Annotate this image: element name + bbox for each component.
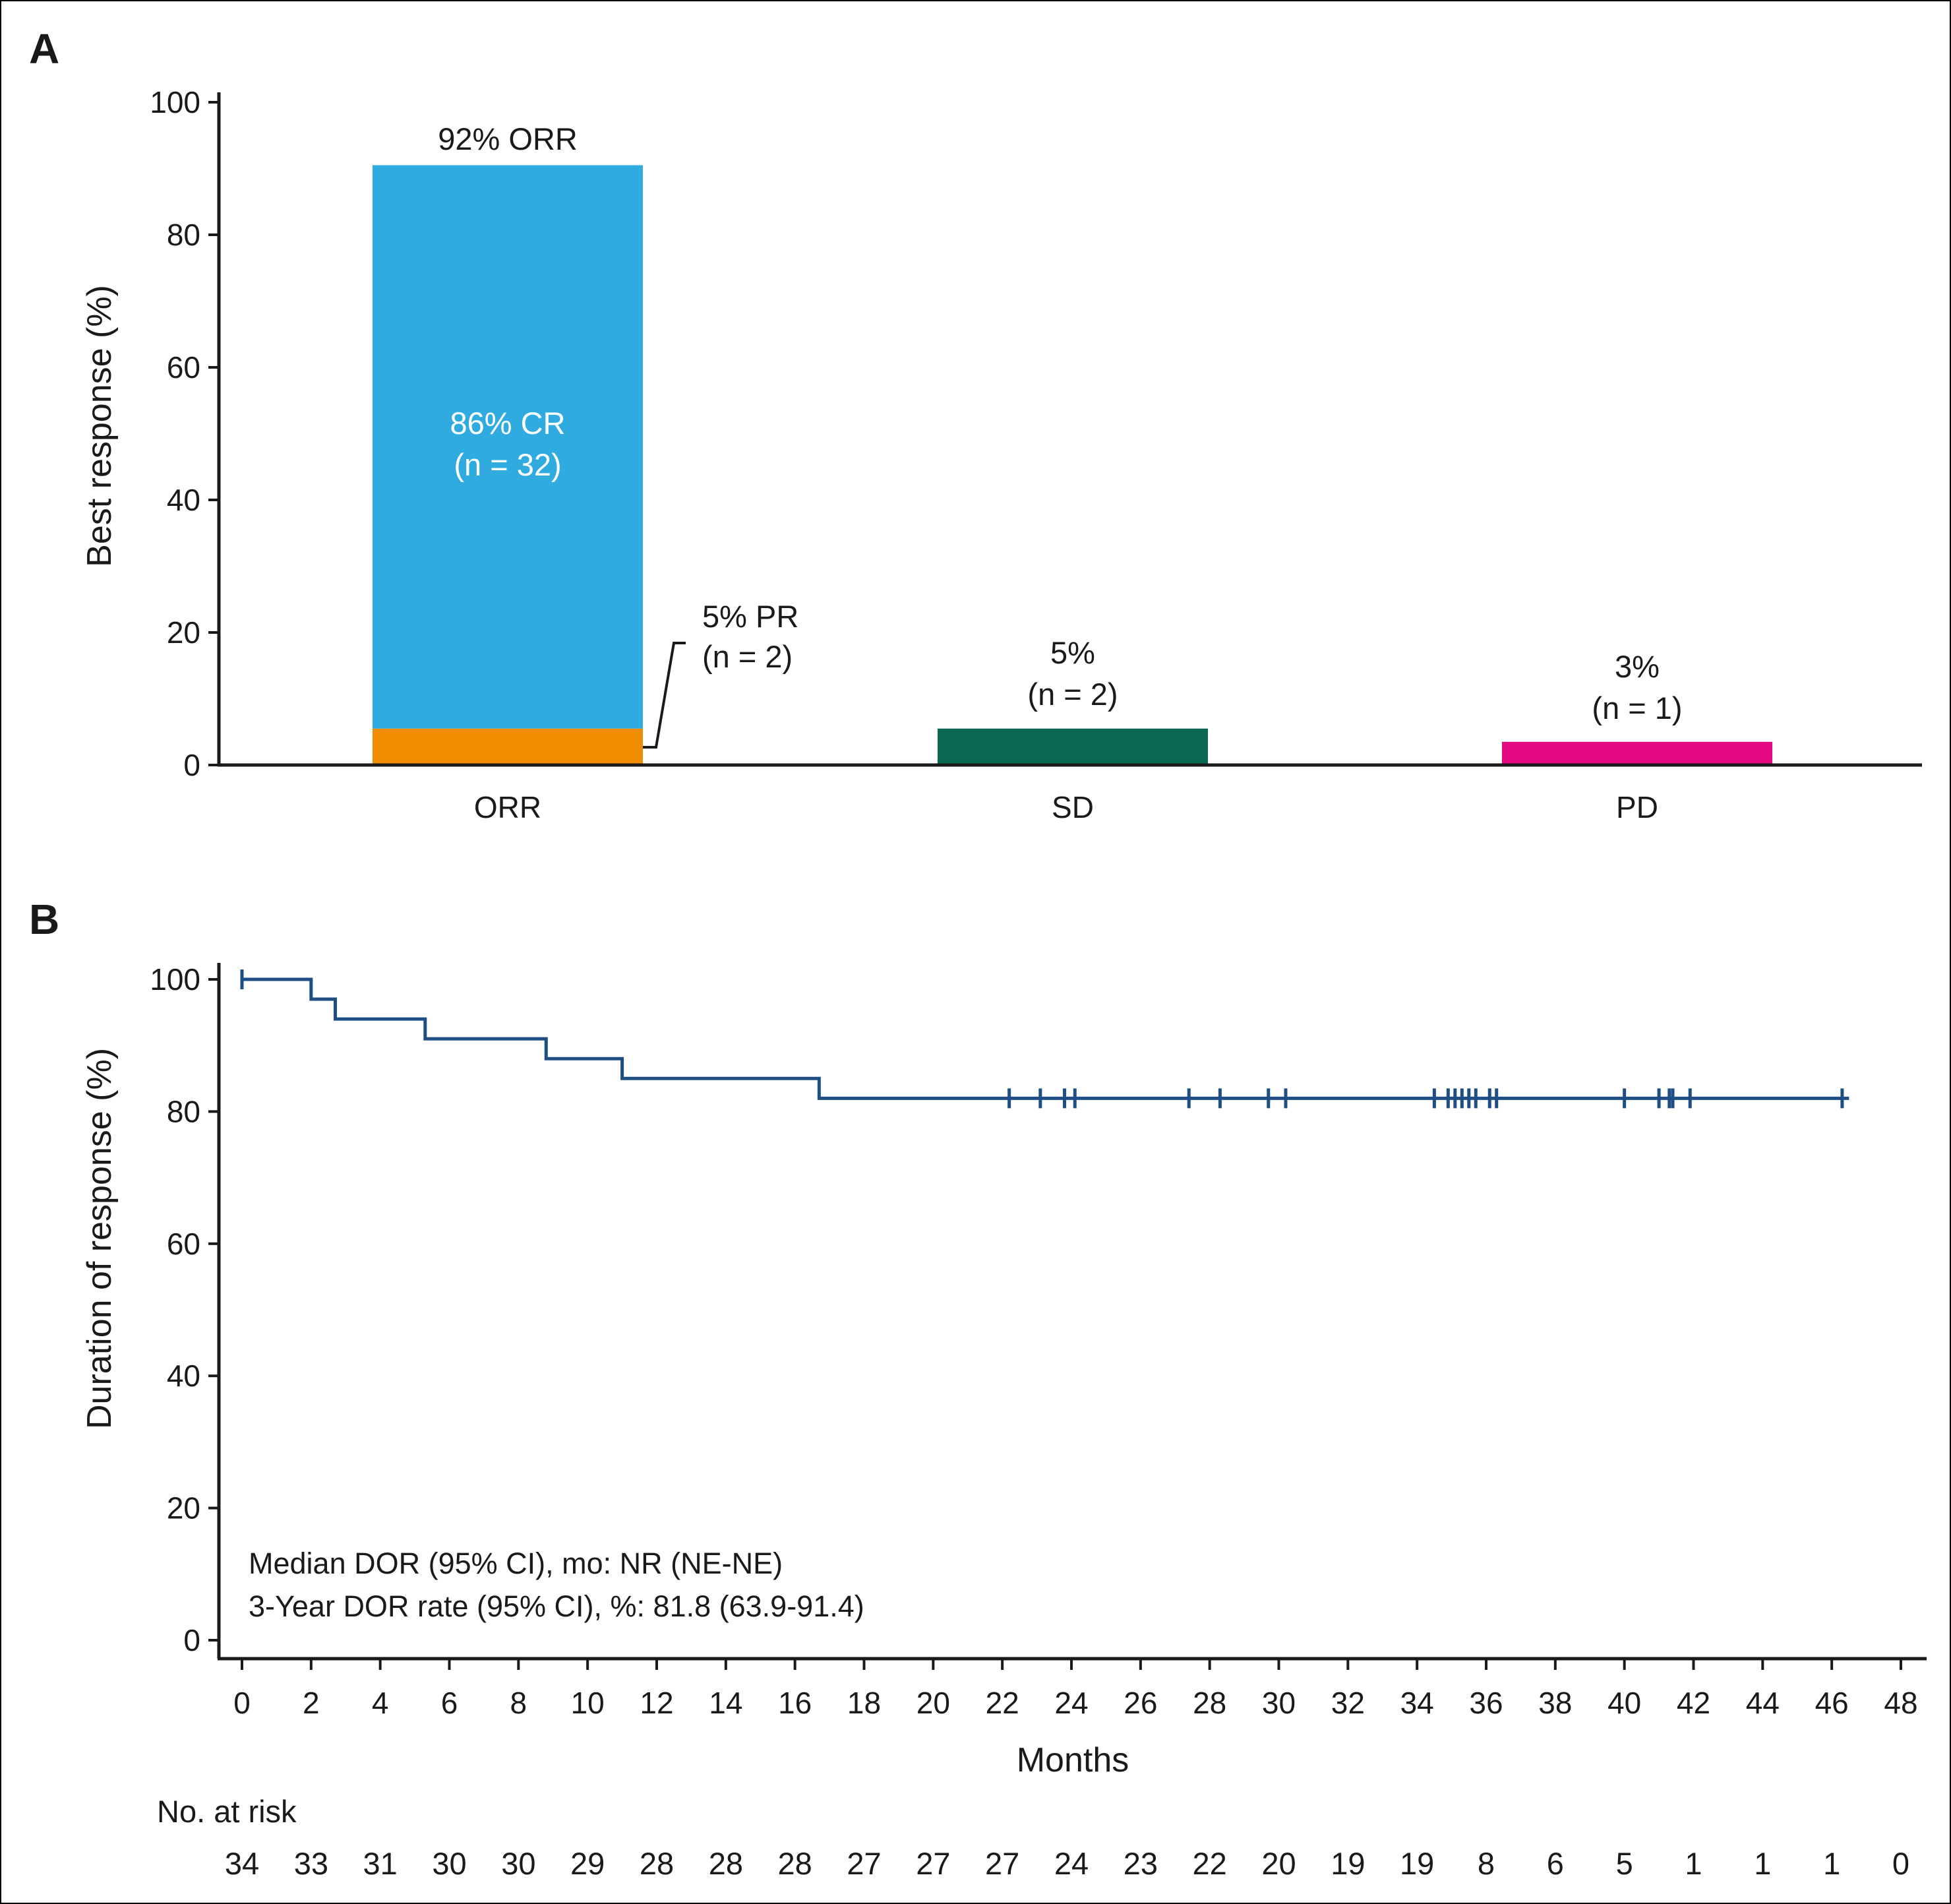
- panel-a-x-tick-label: PD: [1616, 790, 1658, 824]
- panel-b-x-tick-label: 40: [1607, 1686, 1641, 1720]
- risk-count: 28: [640, 1846, 674, 1881]
- pr-label-line1: 5% PR: [702, 599, 798, 634]
- risk-count: 28: [709, 1846, 743, 1881]
- risk-table-counts: 34 33 31 30 30 29 28 28 28 27 27 27 24 23 22 20 19 19 8 6 5 1…: [225, 1846, 1909, 1881]
- risk-count: 20: [1261, 1846, 1296, 1881]
- panel-b-x-tick-label: 8: [510, 1686, 527, 1720]
- panel-a-x-tick-label: ORR: [474, 790, 541, 824]
- panel-a-y-tick-label: 40: [167, 483, 200, 517]
- risk-count: 24: [1054, 1846, 1089, 1881]
- pd-label-line2: (n = 1): [1592, 691, 1682, 725]
- risk-count: 27: [916, 1846, 950, 1881]
- risk-count: 30: [501, 1846, 535, 1881]
- risk-count: 1: [1754, 1846, 1771, 1881]
- panel-b-x-tick-label: 34: [1400, 1686, 1434, 1720]
- panel-b-x-tick-label: 12: [640, 1686, 673, 1720]
- panel-b-x-tick-label: 14: [709, 1686, 742, 1720]
- km-step-line: [242, 977, 1849, 1100]
- panel-b-km-curve: [240, 969, 1849, 1109]
- pd-label-line1: 3%: [1615, 649, 1660, 684]
- panel-b-letter: B: [29, 896, 59, 943]
- panel-b-x-tick-label: 24: [1054, 1686, 1088, 1720]
- panel-a-x-tick-label: SD: [1052, 790, 1094, 824]
- panel-b-x-tick-label: 6: [441, 1686, 458, 1720]
- risk-count: 19: [1400, 1846, 1434, 1881]
- three-year-dor-annotation: 3-Year DOR rate (95% CI), %: 81.8 (63.9-…: [249, 1589, 864, 1623]
- risk-count: 30: [432, 1846, 466, 1881]
- panel-a-y-tick-label: 80: [167, 218, 200, 252]
- risk-count: 29: [570, 1846, 605, 1881]
- panel-b-x-tick-label: 44: [1746, 1686, 1780, 1720]
- panel-b-y-tick-label: 0: [183, 1623, 200, 1657]
- risk-count: 0: [1892, 1846, 1909, 1881]
- panel-b-x-tick-label: 4: [372, 1686, 389, 1720]
- risk-table-title: No. at risk: [157, 1794, 297, 1829]
- pr-leader-line: [643, 642, 686, 749]
- panel-b-x-tick-label: 16: [778, 1686, 812, 1720]
- risk-count: 27: [985, 1846, 1019, 1881]
- median-dor-annotation: Median DOR (95% CI), mo: NR (NE-NE): [249, 1547, 783, 1580]
- panel-a-y-tick-label: 100: [150, 85, 200, 119]
- panel-b-y-tick-label: 40: [167, 1359, 200, 1393]
- panel-b-x-tick-label: 28: [1193, 1686, 1226, 1720]
- panel-b-y-tick-label: 60: [167, 1227, 200, 1261]
- sd-label-line2: (n = 2): [1027, 677, 1118, 712]
- panel-b-x-tick-label: 32: [1331, 1686, 1365, 1720]
- risk-count: 8: [1478, 1846, 1495, 1881]
- panel-a-y-axis-title: Best response (%): [80, 285, 119, 567]
- panel-b-x-tick-label: 26: [1124, 1686, 1157, 1720]
- panel-b-y-tick-label: 80: [167, 1094, 200, 1128]
- risk-count: 27: [847, 1846, 881, 1881]
- panel-b-x-tick-label: 10: [571, 1686, 605, 1720]
- risk-count: 22: [1193, 1846, 1227, 1881]
- panel-b-x-tick-label: 42: [1677, 1686, 1710, 1720]
- panel-b-x-tick-label: 18: [847, 1686, 881, 1720]
- cr-label-line2: (n = 32): [454, 447, 561, 482]
- panel-b-y-tick-label: 20: [167, 1491, 200, 1525]
- orr-total-label: 92% ORR: [438, 121, 578, 156]
- panel-b-x-tick-label: 0: [233, 1686, 251, 1720]
- panel-b-x-tick-label: 36: [1469, 1686, 1503, 1720]
- panel-b-x-tick-label: 2: [303, 1686, 320, 1720]
- bar-orr-pr: [373, 728, 643, 765]
- panel-b-x-tick-label: 46: [1815, 1686, 1849, 1720]
- bar-pd-pd: [1502, 741, 1772, 765]
- risk-count: 23: [1124, 1846, 1158, 1881]
- cr-label-line1: 86% CR: [450, 406, 565, 441]
- panel-a-bars: [373, 165, 1772, 765]
- panel-a-chart: 0 20 40 60 80 100 ORR SD PD Best response (%) 92…: [80, 85, 1922, 824]
- panel-b-x-tick-label: 20: [916, 1686, 950, 1720]
- panel-b-x-axis-title: Months: [1017, 1741, 1129, 1779]
- panel-b-y-axis-title: Duration of response (%): [80, 1048, 119, 1429]
- bar-sd-sd: [938, 728, 1208, 765]
- risk-count: 19: [1331, 1846, 1365, 1881]
- panel-a-y-tick-label: 60: [167, 350, 200, 384]
- panel-a-y-tick-label: 0: [183, 748, 200, 782]
- panel-b-x-tick-label: 22: [986, 1686, 1019, 1720]
- panel-b-x-tick-label: 48: [1884, 1686, 1917, 1720]
- risk-count: 1: [1685, 1846, 1702, 1881]
- risk-count: 5: [1616, 1846, 1633, 1881]
- panel-a-letter: A: [29, 25, 59, 73]
- risk-count: 34: [225, 1846, 259, 1881]
- bar-orr-cr: [373, 165, 643, 729]
- panel-a-axes: 0 20 40 60 80 100 ORR SD PD: [150, 85, 1922, 824]
- panel-b-x-tick-label: 30: [1262, 1686, 1296, 1720]
- risk-count: 1: [1823, 1846, 1840, 1881]
- risk-count: 6: [1547, 1846, 1564, 1881]
- panel-b-y-tick-label: 100: [150, 962, 200, 997]
- pr-label-line2: (n = 2): [702, 639, 793, 674]
- risk-count: 31: [363, 1846, 398, 1881]
- risk-count: 28: [778, 1846, 812, 1881]
- panel-b-x-tick-label: 38: [1538, 1686, 1572, 1720]
- sd-label-line1: 5%: [1050, 635, 1095, 670]
- risk-count: 33: [294, 1846, 328, 1881]
- panel-a-y-tick-label: 20: [167, 615, 200, 650]
